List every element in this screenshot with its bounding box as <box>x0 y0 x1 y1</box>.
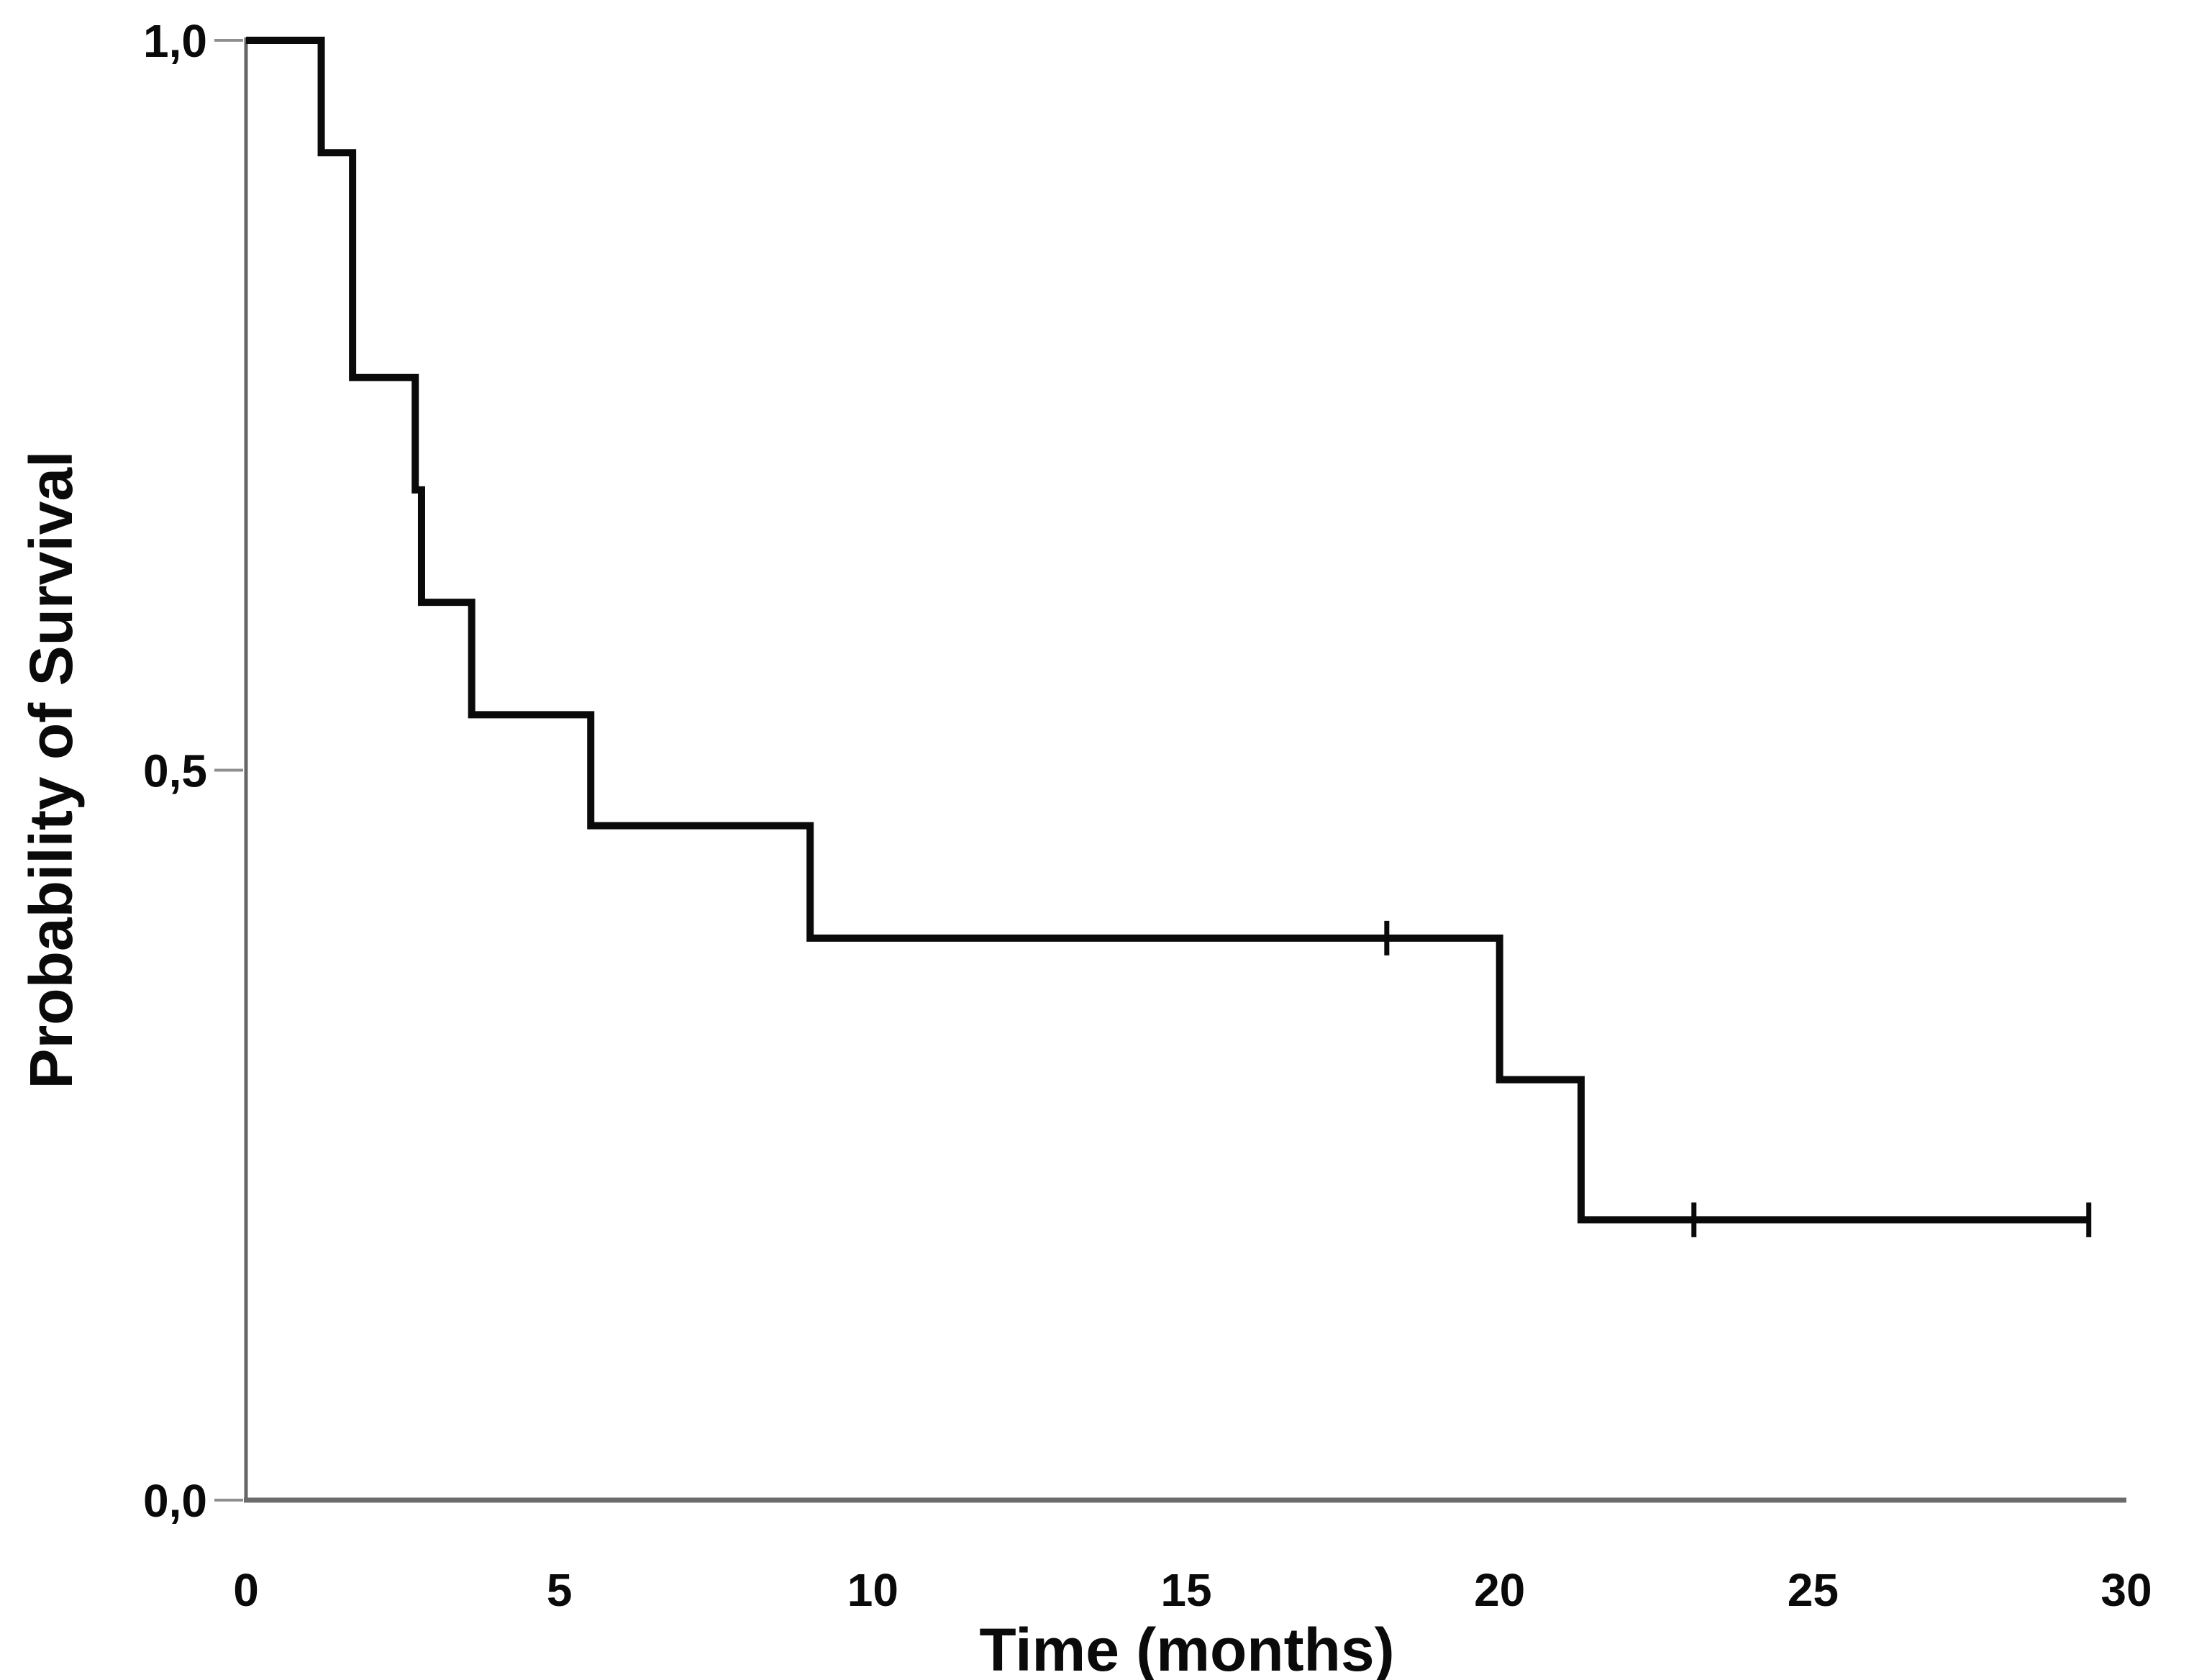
x-tick-label: 15 <box>1160 1564 1211 1616</box>
x-tick-label: 5 <box>547 1564 573 1616</box>
y-tick-label: 1,0 <box>143 15 207 67</box>
y-axis-title: Probability of Survival <box>17 451 85 1089</box>
censor-marks <box>1384 920 2092 1238</box>
y-tick-label: 0,0 <box>143 1475 207 1527</box>
x-tick-label: 20 <box>1474 1564 1525 1616</box>
x-tick-label: 10 <box>847 1564 898 1616</box>
x-tick-label: 0 <box>233 1564 259 1616</box>
y-tick-label: 0,5 <box>143 745 207 797</box>
y-tick-labels: 1,0 0,5 0,0 <box>143 15 207 1527</box>
x-tick-labels: 0 5 10 15 20 25 30 <box>233 1564 2152 1616</box>
survival-curve <box>246 37 2089 1224</box>
x-axis-title: Time (months) <box>979 1616 1394 1680</box>
x-tick-label: 30 <box>2101 1564 2152 1616</box>
y-tick-marks <box>214 39 243 1502</box>
x-tick-label: 25 <box>1788 1564 1839 1616</box>
